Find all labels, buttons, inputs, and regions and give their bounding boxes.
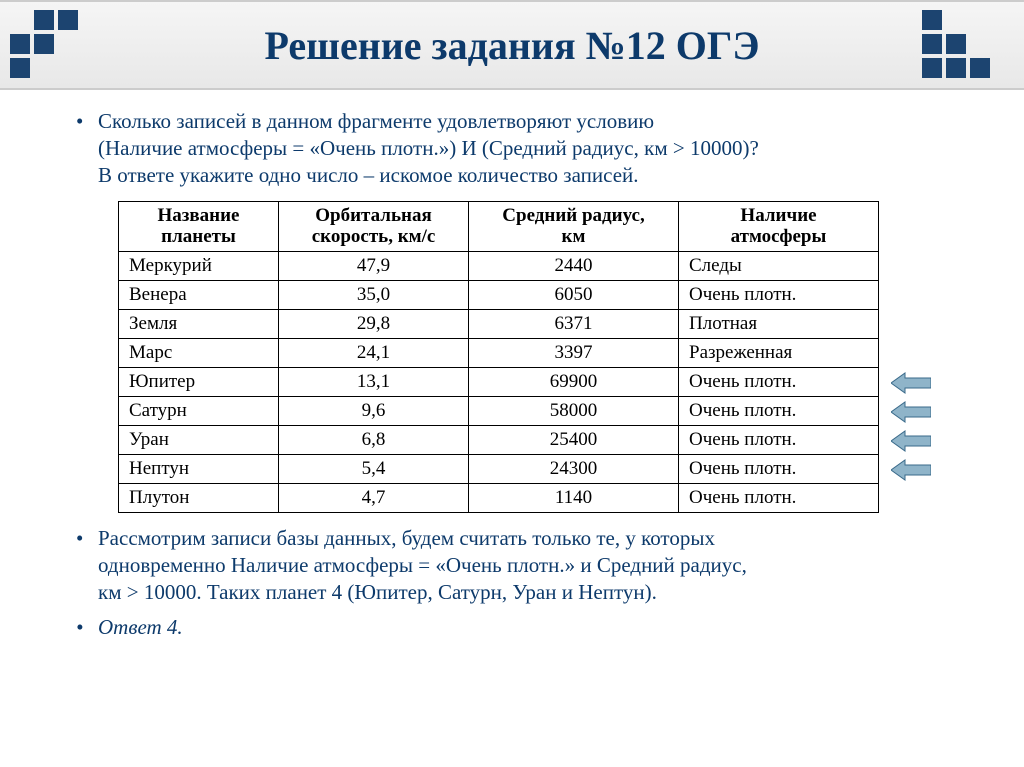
table-cell: 3397 [469, 339, 679, 368]
table-row: Земля29,86371Плотная [119, 310, 879, 339]
arrow-left-icon [891, 401, 931, 423]
table-row: Сатурн9,658000Очень плотн. [119, 397, 879, 426]
table-row: Нептун5,424300Очень плотн. [119, 455, 879, 484]
deco-square [58, 58, 78, 78]
planets-table: НазваниепланетыОрбитальнаяскорость, км/с… [118, 201, 879, 514]
answer-text: Ответ 4. [70, 614, 954, 641]
table-cell: Венера [119, 281, 279, 310]
table-cell: Очень плотн. [679, 455, 879, 484]
table-header-cell: Названиепланеты [119, 201, 279, 252]
deco-square [58, 34, 78, 54]
deco-square [994, 34, 1014, 54]
table-wrap: НазваниепланетыОрбитальнаяскорость, км/с… [118, 201, 954, 514]
explain-line: Рассмотрим записи базы данных, будем счи… [98, 526, 715, 550]
deco-square [10, 34, 30, 54]
table-cell: Очень плотн. [679, 281, 879, 310]
table-cell: Очень плотн. [679, 426, 879, 455]
table-cell: 24300 [469, 455, 679, 484]
table-cell: Очень плотн. [679, 484, 879, 513]
deco-square [922, 10, 942, 30]
deco-square [922, 34, 942, 54]
table-header-cell: Средний радиус,км [469, 201, 679, 252]
deco-square [946, 10, 966, 30]
table-cell: 58000 [469, 397, 679, 426]
deco-square [34, 10, 54, 30]
arrow-left-icon [891, 430, 931, 452]
table-cell: 4,7 [279, 484, 469, 513]
table-row: Плутон4,71140Очень плотн. [119, 484, 879, 513]
table-cell: 9,6 [279, 397, 469, 426]
table-cell: 47,9 [279, 252, 469, 281]
table-cell: 25400 [469, 426, 679, 455]
deco-square [82, 58, 102, 78]
deco-squares-left [10, 10, 102, 78]
page-title: Решение задания №12 ОГЭ [265, 22, 760, 69]
deco-square [58, 10, 78, 30]
deco-square [82, 10, 102, 30]
table-cell: Юпитер [119, 368, 279, 397]
table-cell: Плотная [679, 310, 879, 339]
table-cell: Марс [119, 339, 279, 368]
deco-square [10, 10, 30, 30]
table-header-cell: Орбитальнаяскорость, км/с [279, 201, 469, 252]
deco-square [34, 34, 54, 54]
table-cell: Разреженная [679, 339, 879, 368]
arrow-left-icon [891, 459, 931, 481]
table-row: Венера35,06050Очень плотн. [119, 281, 879, 310]
title-bar: Решение задания №12 ОГЭ [0, 0, 1024, 90]
deco-square [82, 34, 102, 54]
explain-line: км > 10000. Таких планет 4 (Юпитер, Сату… [98, 580, 657, 604]
question-line: (Наличие атмосферы = «Очень плотн.») И (… [98, 136, 759, 160]
table-cell: 6371 [469, 310, 679, 339]
table-cell: 2440 [469, 252, 679, 281]
table-cell: Плутон [119, 484, 279, 513]
table-cell: Уран [119, 426, 279, 455]
table-cell: Очень плотн. [679, 368, 879, 397]
question-text: Сколько записей в данном фрагменте удовл… [70, 108, 954, 189]
table-header-cell: Наличиеатмосферы [679, 201, 879, 252]
arrow-left-icon [891, 372, 931, 394]
deco-square [946, 58, 966, 78]
table-cell: Следы [679, 252, 879, 281]
deco-square [970, 58, 990, 78]
deco-square [10, 58, 30, 78]
table-cell: 24,1 [279, 339, 469, 368]
table-cell: 35,0 [279, 281, 469, 310]
table-cell: Нептун [119, 455, 279, 484]
table-cell: 1140 [469, 484, 679, 513]
table-cell: 6050 [469, 281, 679, 310]
table-cell: 5,4 [279, 455, 469, 484]
table-cell: Сатурн [119, 397, 279, 426]
table-cell: Меркурий [119, 252, 279, 281]
deco-square [994, 10, 1014, 30]
explain-line: одновременно Наличие атмосферы = «Очень … [98, 553, 747, 577]
table-row: Юпитер13,169900Очень плотн. [119, 368, 879, 397]
deco-square [970, 10, 990, 30]
table-cell: 29,8 [279, 310, 469, 339]
table-cell: 6,8 [279, 426, 469, 455]
table-row: Марс24,13397Разреженная [119, 339, 879, 368]
deco-square [946, 34, 966, 54]
table-cell: 13,1 [279, 368, 469, 397]
table-cell: 69900 [469, 368, 679, 397]
deco-square [34, 58, 54, 78]
deco-square [994, 58, 1014, 78]
deco-square [970, 34, 990, 54]
table-row: Меркурий47,92440Следы [119, 252, 879, 281]
content-area: Сколько записей в данном фрагменте удовл… [0, 90, 1024, 641]
explanation-text: Рассмотрим записи базы данных, будем счи… [70, 525, 954, 606]
question-line: В ответе укажите одно число – искомое ко… [98, 163, 639, 187]
deco-squares-right [922, 10, 1014, 78]
table-row: Уран6,825400Очень плотн. [119, 426, 879, 455]
question-line: Сколько записей в данном фрагменте удовл… [98, 109, 654, 133]
table-cell: Очень плотн. [679, 397, 879, 426]
table-cell: Земля [119, 310, 279, 339]
deco-square [922, 58, 942, 78]
